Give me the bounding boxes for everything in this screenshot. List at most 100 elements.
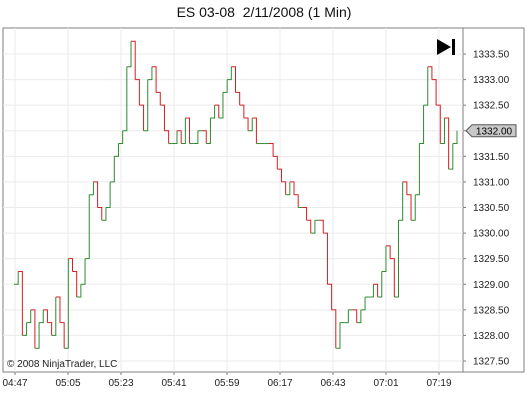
- price-step: [239, 104, 245, 118]
- price-step: [406, 194, 412, 221]
- price-step: [176, 130, 182, 144]
- price-step: [64, 258, 69, 349]
- price-step: [423, 66, 429, 106]
- chart-title: ES 03-08 2/11/2008 (1 Min): [176, 4, 352, 20]
- price-step: [294, 194, 299, 208]
- y-tick-label: 1333.50: [473, 50, 510, 61]
- price-step: [39, 309, 44, 324]
- price-step: [248, 117, 253, 132]
- plot-border: [2, 27, 525, 373]
- price-step: [377, 271, 383, 298]
- price-step: [126, 41, 132, 68]
- price-step: [172, 130, 178, 145]
- y-tick-label: 1329.00: [473, 280, 510, 291]
- x-tick-label: 05:41: [161, 378, 186, 389]
- price-step: [227, 66, 232, 81]
- price-step: [47, 322, 53, 336]
- price-step: [452, 130, 458, 145]
- price-step: [43, 309, 48, 323]
- price-step: [310, 220, 316, 234]
- price-step: [55, 296, 61, 323]
- price-step: [319, 219, 324, 234]
- price-step: [156, 91, 161, 106]
- price-step: [448, 143, 454, 170]
- price-step: [323, 232, 328, 285]
- x-tick-label: 04:47: [2, 378, 27, 389]
- x-axis: 04:47 05:05 05:23 05:41 05:59 06:17 06:43 07:01…: [2, 372, 452, 389]
- price-step: [268, 143, 274, 157]
- y-tick-label: 1331.00: [473, 177, 510, 188]
- price-step: [59, 322, 65, 349]
- price-step: [344, 309, 349, 324]
- grid: [3, 28, 463, 372]
- price-step: [26, 309, 32, 324]
- price-step: [206, 117, 211, 145]
- price-step: [147, 66, 153, 81]
- price-step: [352, 309, 358, 323]
- price-step: [181, 117, 186, 145]
- price-step: [427, 66, 433, 80]
- play-to-end-icon[interactable]: [437, 39, 455, 55]
- price-step: [252, 117, 257, 144]
- price-step: [394, 220, 399, 298]
- y-tick-label: 1333.00: [473, 75, 510, 86]
- price-step: [331, 309, 337, 349]
- price-step: [419, 105, 425, 145]
- price-step: [18, 270, 23, 336]
- price-step: [440, 117, 445, 145]
- price-step: [277, 168, 282, 182]
- price-step: [335, 322, 341, 349]
- y-tick-label: 1328.50: [473, 305, 510, 316]
- price-step: [306, 219, 312, 234]
- x-tick-label: 06:43: [320, 378, 345, 389]
- price-step: [285, 181, 291, 196]
- price-step: [235, 91, 241, 106]
- price-step: [118, 130, 124, 145]
- price-step: [202, 130, 207, 144]
- price-step: [436, 104, 441, 144]
- price-step: [68, 258, 74, 272]
- last-price-label: 1332.00: [476, 126, 513, 137]
- price-step: [431, 79, 437, 106]
- price-step: [97, 207, 103, 221]
- price-step: [34, 322, 40, 349]
- x-tick-label: 06:17: [267, 378, 292, 389]
- price-step: [101, 207, 107, 221]
- last-price-tag: [465, 124, 517, 138]
- y-tick-label: 1330.00: [473, 229, 510, 240]
- x-tick-label: 05:59: [214, 378, 239, 389]
- price-step: [51, 297, 57, 336]
- x-tick-label: 07:19: [426, 378, 451, 389]
- price-step: [110, 156, 115, 183]
- price-series: [14, 40, 458, 349]
- price-step: [402, 181, 408, 195]
- price-step: [22, 322, 28, 336]
- copyright-text: © 2008 NinjaTrader, LLC: [7, 359, 117, 370]
- x-tick-label: 07:01: [373, 378, 398, 389]
- price-step: [72, 270, 78, 298]
- price-step: [89, 181, 94, 196]
- price-step: [218, 92, 224, 119]
- price-step: [231, 66, 236, 93]
- last-price-marker: 1332.00: [465, 124, 517, 138]
- price-step: [398, 181, 404, 221]
- price-step: [289, 181, 295, 195]
- price-step: [151, 66, 157, 93]
- price-step: [415, 143, 420, 196]
- price-step: [214, 104, 220, 118]
- price-step: [273, 155, 278, 170]
- price-step: [160, 104, 165, 131]
- price-step: [85, 194, 90, 260]
- price-step: [373, 283, 379, 298]
- price-step: [105, 181, 111, 208]
- price-step: [193, 130, 199, 145]
- price-step: [327, 283, 333, 310]
- x-tick-label: 05:23: [108, 378, 133, 389]
- price-step: [210, 105, 216, 119]
- price-step: [360, 297, 366, 311]
- price-step: [143, 79, 149, 132]
- y-tick-label: 1329.50: [473, 254, 510, 265]
- price-step: [30, 309, 36, 349]
- price-step: [385, 245, 391, 259]
